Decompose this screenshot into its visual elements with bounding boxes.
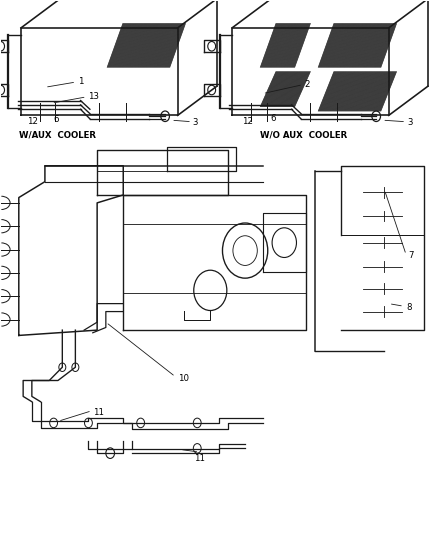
Text: 2: 2	[304, 80, 309, 89]
Text: 3: 3	[193, 118, 198, 127]
Text: 13: 13	[88, 92, 99, 101]
Text: 11: 11	[93, 408, 104, 417]
Text: 8: 8	[406, 303, 412, 312]
Text: 12: 12	[27, 117, 38, 126]
Text: 11: 11	[194, 454, 205, 463]
Text: W/AUX  COOLER: W/AUX COOLER	[19, 130, 96, 139]
Text: 3: 3	[407, 118, 413, 127]
Text: 6: 6	[53, 115, 59, 124]
Text: 10: 10	[178, 374, 189, 383]
Text: 1: 1	[78, 77, 83, 86]
Text: 12: 12	[242, 117, 253, 126]
Text: W/O AUX  COOLER: W/O AUX COOLER	[260, 130, 347, 139]
Text: 7: 7	[408, 252, 414, 261]
Text: 6: 6	[270, 114, 276, 123]
